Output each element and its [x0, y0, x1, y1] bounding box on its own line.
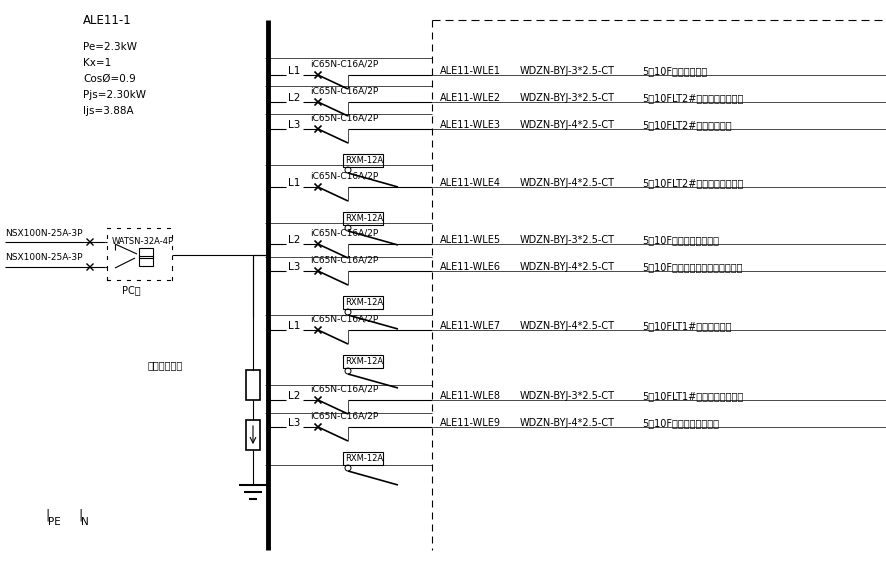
Text: 5～10FLT1#樼梯应急照明: 5～10FLT1#樼梯应急照明	[641, 321, 731, 331]
Text: L1: L1	[288, 66, 300, 76]
Text: |: |	[45, 508, 50, 521]
Bar	[343, 212, 383, 225]
Text: ALE11-WLE4: ALE11-WLE4	[439, 178, 501, 188]
Bar	[343, 355, 383, 368]
Text: 5～10FLT2#樼梯前室应急照明: 5～10FLT2#樼梯前室应急照明	[641, 178, 742, 188]
Text: iC65N-C16A/2P: iC65N-C16A/2P	[309, 256, 377, 264]
Text: PC级: PC级	[122, 285, 141, 295]
Text: ALE11-WLE5: ALE11-WLE5	[439, 235, 501, 245]
Text: WDZN-BYJ-3*2.5-CT: WDZN-BYJ-3*2.5-CT	[519, 93, 614, 103]
Text: L2: L2	[288, 235, 300, 245]
Text: RXM-12A: RXM-12A	[345, 156, 383, 165]
Bar	[245, 370, 260, 400]
Text: 厂家配备生产: 厂家配备生产	[148, 360, 183, 370]
Text: ALE11-WLE2: ALE11-WLE2	[439, 93, 501, 103]
Text: NSX100N-25A-3P: NSX100N-25A-3P	[5, 229, 82, 238]
Text: ALE11-WLE3: ALE11-WLE3	[439, 120, 501, 130]
Text: iC65N-C16A/2P: iC65N-C16A/2P	[309, 384, 377, 394]
Text: 5～10F强指电井照明: 5～10F强指电井照明	[641, 66, 706, 76]
Bar	[245, 420, 260, 450]
Text: iC65N-C16A/2P: iC65N-C16A/2P	[309, 113, 377, 122]
Bar	[343, 296, 383, 309]
Text: Ijs=3.88A: Ijs=3.88A	[83, 106, 134, 116]
Text: 5～10F平层疏散指示照明: 5～10F平层疏散指示照明	[641, 235, 719, 245]
Text: RXM-12A: RXM-12A	[345, 298, 383, 307]
Text: L3: L3	[288, 262, 300, 272]
Text: iC65N-C16A/2P: iC65N-C16A/2P	[309, 229, 377, 238]
Text: NSX100N-25A-3P: NSX100N-25A-3P	[5, 253, 82, 263]
Text: Kx=1: Kx=1	[83, 58, 111, 68]
Text: ALE11-WLE7: ALE11-WLE7	[439, 321, 501, 331]
Text: L2: L2	[288, 391, 300, 401]
Text: Pjs=2.30kW: Pjs=2.30kW	[83, 90, 146, 100]
Text: WDZN-BYJ-4*2.5-CT: WDZN-BYJ-4*2.5-CT	[519, 262, 614, 272]
Bar	[343, 154, 383, 167]
Text: WATSN-32A-4P: WATSN-32A-4P	[112, 238, 174, 246]
Text: CosØ=0.9: CosØ=0.9	[83, 74, 136, 84]
Text: 5～10F合用前室应急照明: 5～10F合用前室应急照明	[641, 418, 719, 428]
Text: WDZN-BYJ-3*2.5-CT: WDZN-BYJ-3*2.5-CT	[519, 235, 614, 245]
Text: ALE11-WLE6: ALE11-WLE6	[439, 262, 501, 272]
Text: RXM-12A: RXM-12A	[345, 357, 383, 366]
Text: iC65N-C16A/2P: iC65N-C16A/2P	[309, 87, 377, 95]
Text: WDZN-BYJ-4*2.5-CT: WDZN-BYJ-4*2.5-CT	[519, 321, 614, 331]
Text: 5～10F公共走道、候梯厅应急照明: 5～10F公共走道、候梯厅应急照明	[641, 262, 742, 272]
Text: ALE11-1: ALE11-1	[83, 13, 132, 26]
Text: RXM-12A: RXM-12A	[345, 454, 383, 463]
Text: N: N	[81, 517, 89, 527]
Text: 5～10FLT2#樼梯应急照明: 5～10FLT2#樼梯应急照明	[641, 120, 731, 130]
Text: ALE11-WLE8: ALE11-WLE8	[439, 391, 501, 401]
Text: iC65N-C16A/2P: iC65N-C16A/2P	[309, 60, 377, 68]
Text: WDZN-BYJ-4*2.5-CT: WDZN-BYJ-4*2.5-CT	[519, 418, 614, 428]
Text: 5～10FLT2#樼梯疏散指示照明: 5～10FLT2#樼梯疏散指示照明	[641, 93, 742, 103]
Text: L1: L1	[288, 178, 300, 188]
Text: L3: L3	[288, 120, 300, 130]
Text: iC65N-C16A/2P: iC65N-C16A/2P	[309, 411, 377, 421]
Text: WDZN-BYJ-3*2.5-CT: WDZN-BYJ-3*2.5-CT	[519, 66, 614, 76]
Text: L1: L1	[288, 321, 300, 331]
Text: ALE11-WLE1: ALE11-WLE1	[439, 66, 501, 76]
Text: 5～10FLT1#樼梯疏散指示照明: 5～10FLT1#樼梯疏散指示照明	[641, 391, 742, 401]
Text: WDZN-BYJ-3*2.5-CT: WDZN-BYJ-3*2.5-CT	[519, 391, 614, 401]
Text: WDZN-BYJ-4*2.5-CT: WDZN-BYJ-4*2.5-CT	[519, 120, 614, 130]
Text: PE: PE	[48, 517, 60, 527]
Text: iC65N-C16A/2P: iC65N-C16A/2P	[309, 171, 377, 181]
Text: ALE11-WLE9: ALE11-WLE9	[439, 418, 501, 428]
Bar	[139, 256, 152, 266]
Text: L3: L3	[288, 418, 300, 428]
Bar	[139, 248, 152, 258]
Bar	[343, 452, 383, 465]
Text: Pe=2.3kW: Pe=2.3kW	[83, 42, 136, 52]
Text: iC65N-C16A/2P: iC65N-C16A/2P	[309, 315, 377, 324]
Text: RXM-12A: RXM-12A	[345, 214, 383, 223]
Text: |: |	[78, 508, 82, 521]
Text: L2: L2	[288, 93, 300, 103]
Text: WDZN-BYJ-4*2.5-CT: WDZN-BYJ-4*2.5-CT	[519, 178, 614, 188]
